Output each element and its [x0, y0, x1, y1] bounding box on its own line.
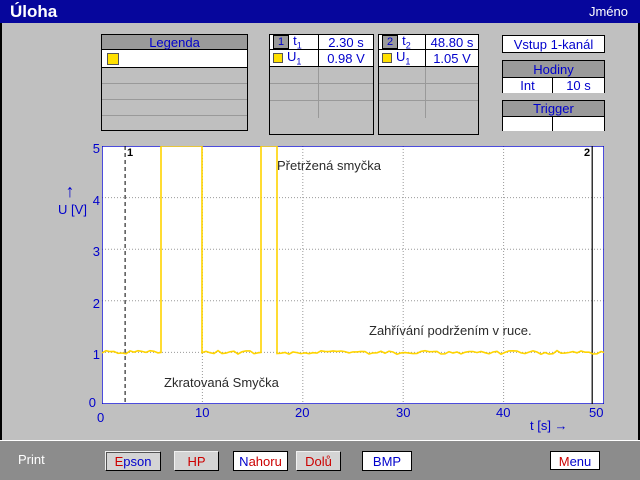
svg-text:Přetržená smyčka: Přetržená smyčka	[277, 158, 382, 173]
svg-text:Zkratovaná Smyčka: Zkratovaná Smyčka	[164, 375, 280, 390]
svg-text:Zahřívání podržením v ruce.: Zahřívání podržením v ruce.	[369, 323, 532, 338]
